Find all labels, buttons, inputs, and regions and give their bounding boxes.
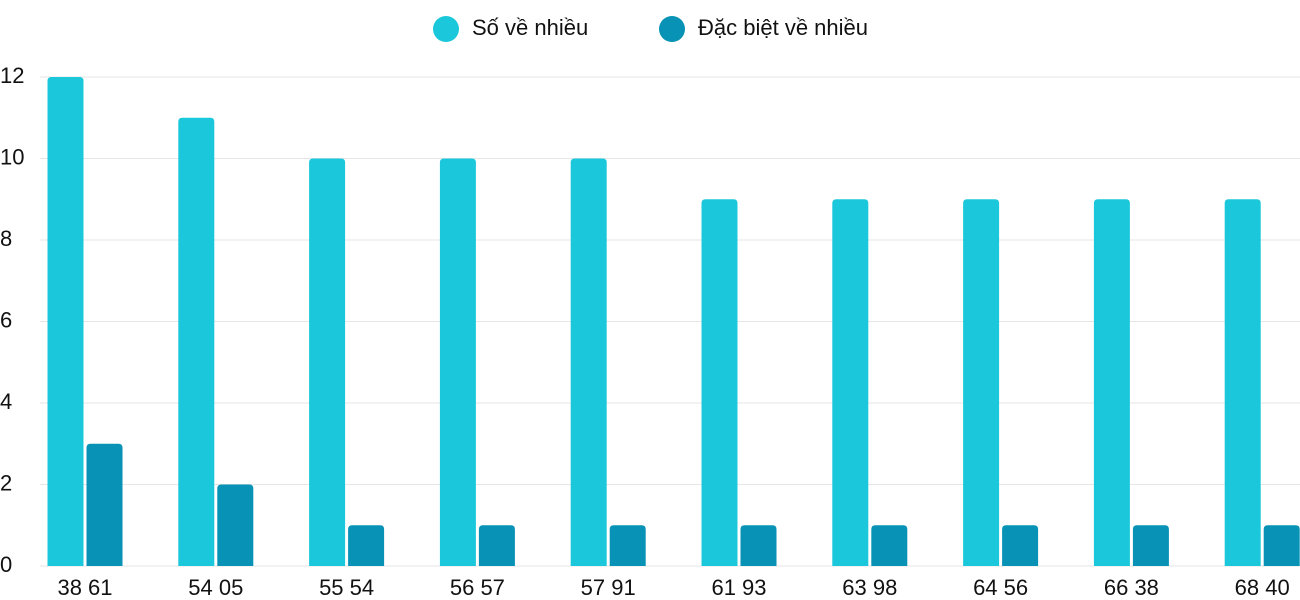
bar [47, 77, 84, 566]
bar [217, 484, 254, 566]
y-tick-label: 12 [0, 63, 24, 88]
x-tick-label: 66 38 [1104, 575, 1159, 600]
y-tick-label: 8 [0, 226, 12, 251]
y-tick-label: 2 [0, 470, 12, 495]
bar [478, 525, 515, 566]
bar [309, 158, 346, 566]
x-tick-label: 55 54 [319, 575, 374, 600]
bar [609, 525, 646, 566]
legend-marker [433, 16, 459, 42]
bar [439, 158, 476, 566]
x-tick-label: 56 57 [450, 575, 505, 600]
x-tick-label: 68 40 [1235, 575, 1290, 600]
x-tick-label: 64 56 [973, 575, 1028, 600]
y-tick-label: 4 [0, 389, 12, 414]
bar [871, 525, 908, 566]
x-tick-label: 38 61 [57, 575, 112, 600]
x-tick-label: 57 91 [581, 575, 636, 600]
bar [963, 199, 1000, 566]
bar [832, 199, 869, 566]
legend-label: Số về nhiều [472, 15, 588, 40]
bar [1132, 525, 1169, 566]
x-tick-label: 54 05 [188, 575, 243, 600]
bar [1093, 199, 1130, 566]
bar [1263, 525, 1300, 566]
bar [570, 158, 607, 566]
y-tick-label: 0 [0, 552, 12, 577]
y-tick-label: 6 [0, 307, 12, 332]
bar [348, 525, 385, 566]
bar [86, 443, 123, 566]
bar [1002, 525, 1039, 566]
legend-label: Đặc biệt về nhiều [698, 15, 868, 40]
y-tick-label: 10 [0, 144, 24, 169]
bar [178, 117, 215, 566]
bar [1224, 199, 1261, 566]
legend-marker [659, 16, 685, 42]
bar [740, 525, 777, 566]
bar [701, 199, 738, 566]
x-tick-label: 61 93 [711, 575, 766, 600]
x-tick-label: 63 98 [842, 575, 897, 600]
